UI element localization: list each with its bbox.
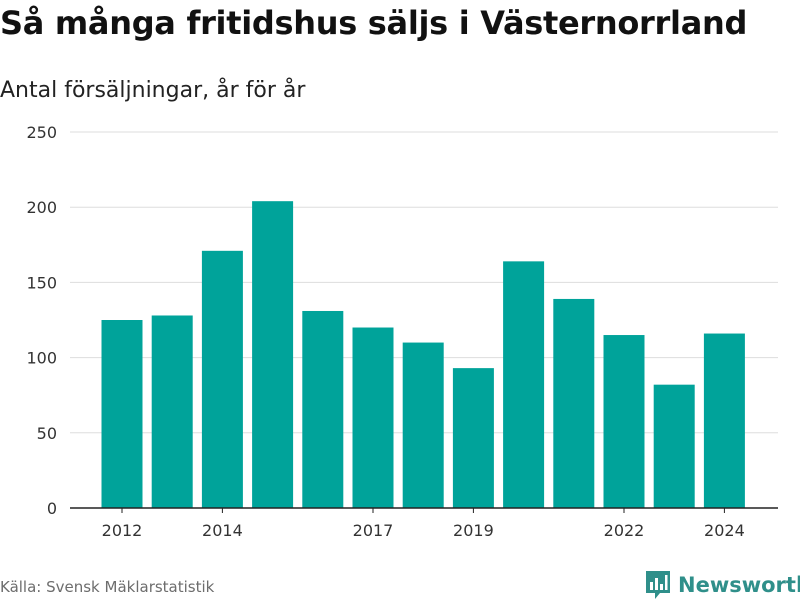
bar [252,201,294,508]
axes: 0 50 100 150 200 250 2012 2014 2017 2019 2022 2024 [26,123,778,540]
bar [603,335,645,508]
y-tick-label: 150 [26,273,57,292]
bar [151,315,193,508]
x-tick-label: 2017 [353,521,394,540]
brand-logo: Newsworthy [644,569,800,601]
bars [101,201,745,509]
bar [201,250,243,509]
bar [503,261,545,508]
x-tick-label: 2019 [453,521,494,540]
y-tick-label: 250 [26,123,57,142]
chart-subtitle: Antal försäljningar, år för år [0,78,306,103]
source-note: Källa: Svensk Mäklarstatistik [0,578,215,596]
bar [653,384,695,508]
bar [452,368,494,508]
x-tick-label: 2014 [202,521,243,540]
y-tick-label: 200 [26,198,57,217]
brand-name: Newsworthy [678,573,800,597]
y-tick-label: 0 [47,499,57,518]
x-tick-label: 2024 [704,521,745,540]
x-tick-label: 2012 [102,521,143,540]
bar [302,310,344,508]
bar [553,298,595,508]
bar [402,342,444,508]
newsworthy-logo-icon [646,571,670,599]
bar [703,333,745,508]
y-tick-label: 100 [26,349,57,368]
x-tick-label: 2022 [604,521,645,540]
bar [352,327,394,508]
chart-title: Så många fritidshus säljs i Västernorrla… [0,4,748,42]
bar [101,320,143,508]
y-tick-label: 50 [37,424,57,443]
